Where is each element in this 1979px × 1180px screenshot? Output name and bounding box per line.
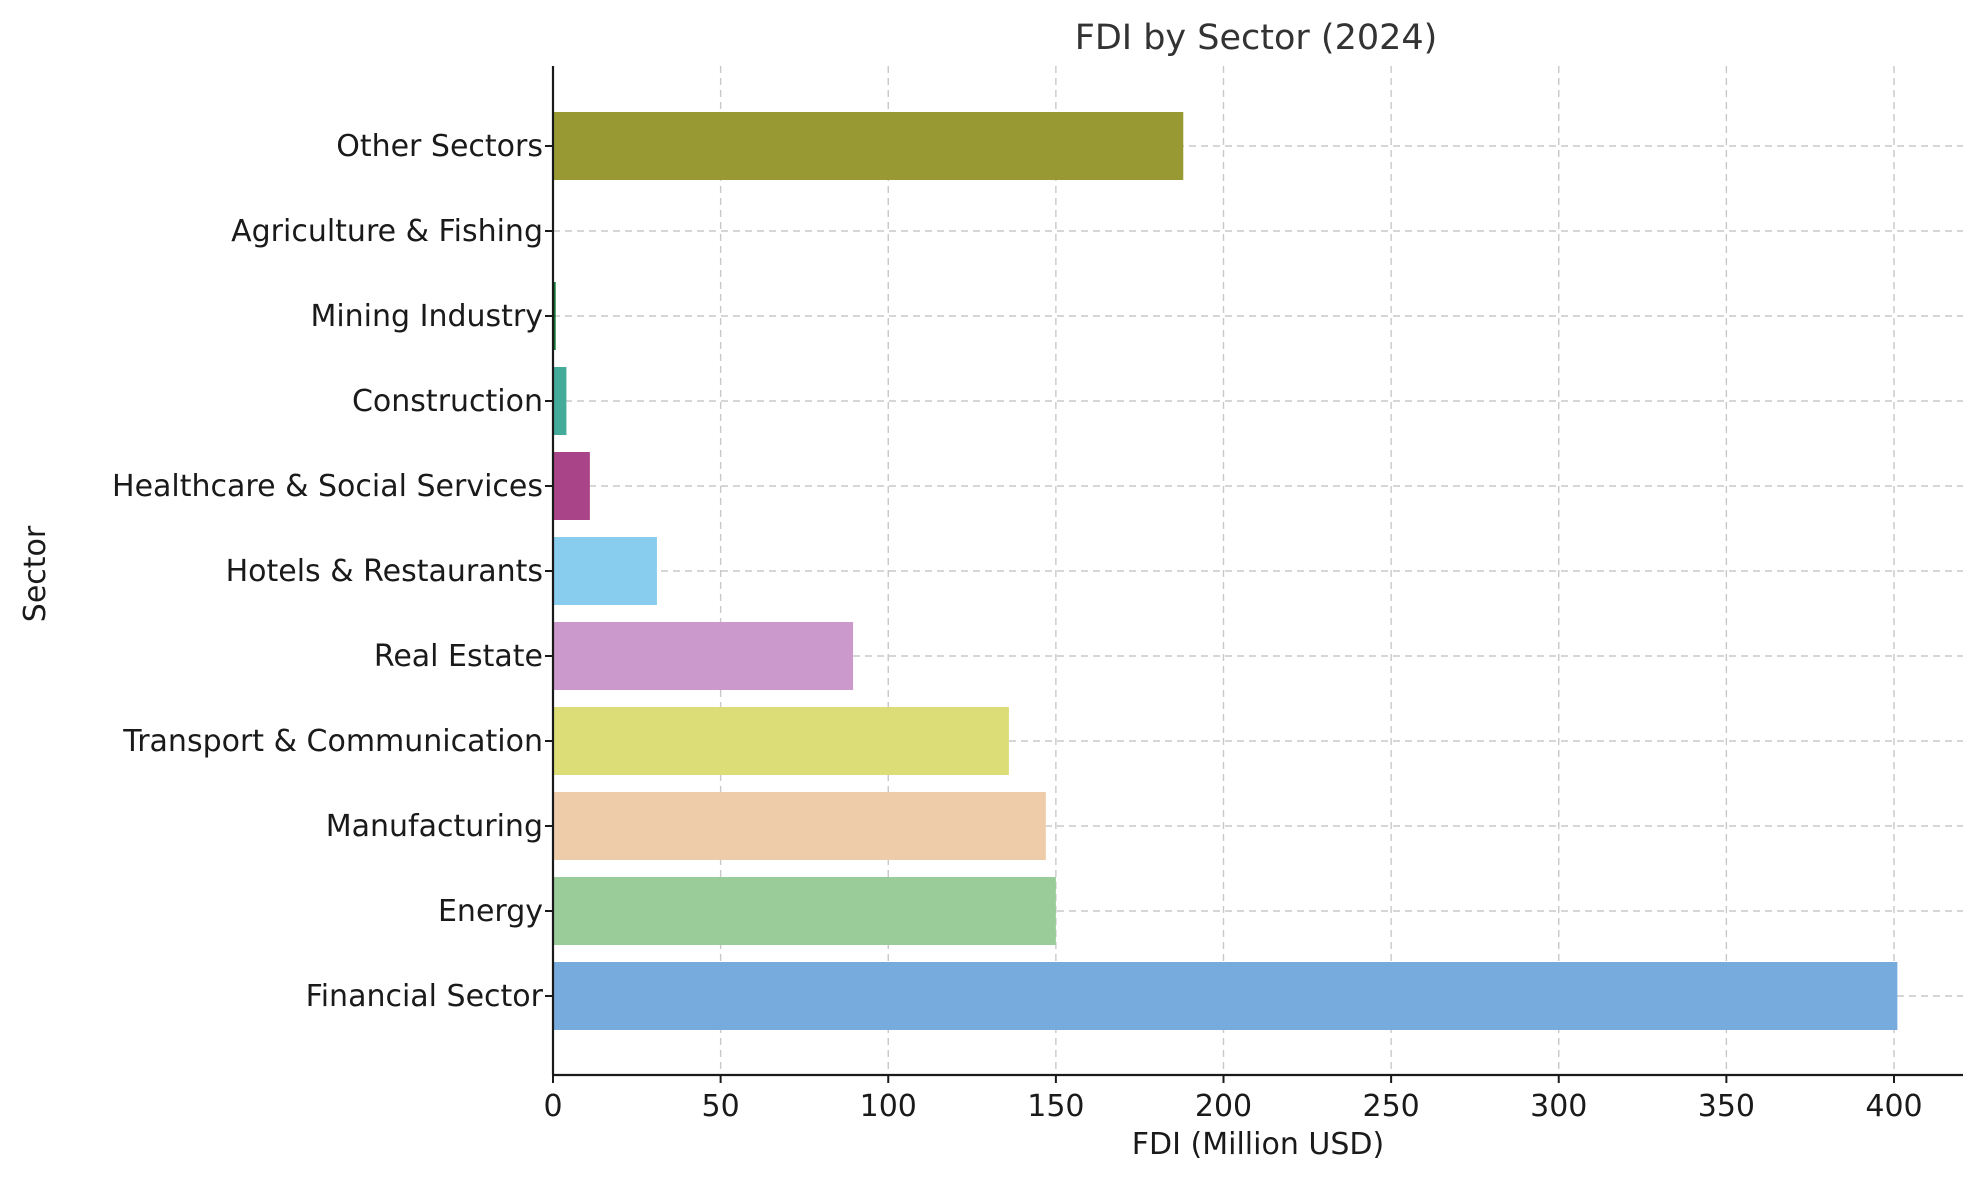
bar	[553, 537, 657, 605]
bar	[553, 452, 590, 520]
bar	[553, 112, 1184, 180]
bar	[553, 622, 854, 690]
bar	[553, 792, 1046, 860]
y-tick-label: Transport & Communication	[122, 724, 543, 759]
bar	[553, 367, 567, 435]
y-tick-label: Hotels & Restaurants	[226, 554, 543, 589]
y-tick-label: Healthcare & Social Services	[112, 469, 543, 504]
x-tick-label: 350	[1698, 1089, 1755, 1124]
bar	[553, 962, 1898, 1030]
y-axis-label: Sector	[18, 525, 53, 622]
x-tick-label: 150	[1027, 1089, 1084, 1124]
x-tick-label: 250	[1362, 1089, 1419, 1124]
bar	[553, 282, 556, 350]
bar	[553, 707, 1009, 775]
chart-title: FDI by Sector (2024)	[1075, 18, 1438, 58]
y-tick-label: Agriculture & Fishing	[231, 214, 543, 249]
y-tick-label: Mining Industry	[310, 299, 543, 334]
x-axis-label: FDI (Million USD)	[1132, 1127, 1384, 1162]
x-tick-label: 50	[702, 1089, 740, 1124]
x-tick-label: 400	[1865, 1089, 1922, 1124]
x-tick-label: 200	[1195, 1089, 1252, 1124]
y-tick-label: Manufacturing	[326, 809, 543, 844]
x-ticks: 0 50 100 150 200 250 300 350 400	[543, 1075, 1923, 1124]
bar	[553, 877, 1056, 945]
y-tick-label: Energy	[438, 894, 543, 929]
y-tick-label: Real Estate	[374, 639, 543, 674]
x-tick-label: 300	[1530, 1089, 1587, 1124]
x-tick-label: 0	[543, 1089, 562, 1124]
y-ticks: Financial Sector Energy Manufacturing Trans…	[112, 129, 553, 1014]
bars	[553, 112, 1898, 1030]
y-tick-label: Other Sectors	[336, 129, 543, 164]
x-tick-label: 100	[860, 1089, 917, 1124]
y-tick-label: Construction	[352, 384, 543, 419]
y-tick-label: Financial Sector	[306, 979, 544, 1014]
